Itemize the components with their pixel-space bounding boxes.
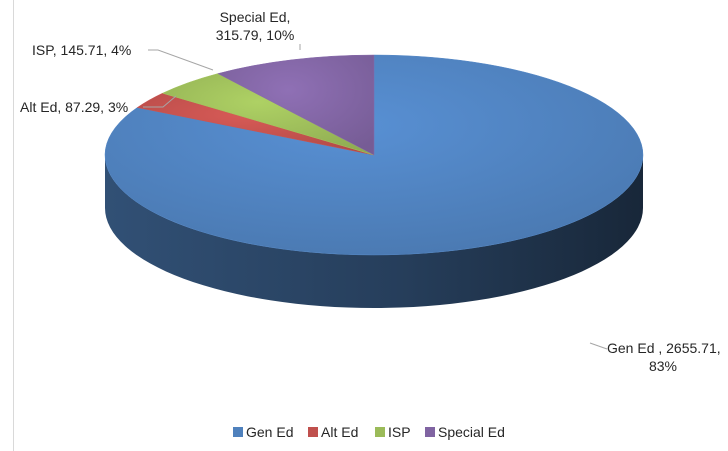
data-label-special-ed: Special Ed,	[220, 9, 291, 25]
leader-line-alt-ed	[143, 95, 177, 108]
data-label-gen-ed-line2: 83%	[649, 358, 677, 374]
legend-label-alt-ed: Alt Ed	[321, 424, 358, 440]
data-labels: Gen Ed , 2655.71, 83% Alt Ed, 87.29, 3% ISP…	[20, 9, 721, 374]
data-label-alt-ed: Alt Ed, 87.29, 3%	[20, 99, 128, 115]
data-label-isp: ISP, 145.71, 4%	[32, 42, 131, 58]
pie-side-gen-ed	[105, 155, 643, 308]
leader-line-gen-ed	[589, 342, 608, 350]
pie-slice-special-ed	[217, 54, 375, 156]
leader-line-isp	[148, 49, 214, 71]
legend-swatch-special-ed	[425, 427, 435, 437]
legend-label-isp: ISP	[388, 424, 411, 440]
data-label-special-ed-line2: 315.79, 10%	[216, 27, 295, 43]
legend-swatch-gen-ed	[233, 427, 243, 437]
legend: Gen Ed Alt Ed ISP Special Ed	[233, 424, 505, 440]
legend-label-gen-ed: Gen Ed	[246, 424, 293, 440]
pie-group	[104, 54, 644, 308]
legend-swatch-alt-ed	[308, 427, 318, 437]
data-label-gen-ed: Gen Ed , 2655.71,	[607, 340, 721, 356]
legend-swatch-isp	[375, 427, 385, 437]
chart-frame-border	[13, 0, 14, 451]
legend-label-special-ed: Special Ed	[438, 424, 505, 440]
